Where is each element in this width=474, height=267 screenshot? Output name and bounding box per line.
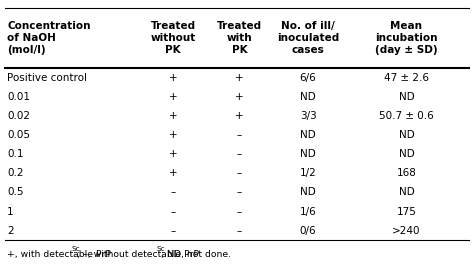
Text: ND: ND — [300, 149, 316, 159]
Text: +: + — [169, 130, 177, 140]
Text: ; –, without detectable PrP: ; –, without detectable PrP — [77, 250, 199, 260]
Text: Treated
with
PK: Treated with PK — [217, 21, 262, 56]
Text: +: + — [169, 111, 177, 121]
Text: Positive control: Positive control — [7, 73, 87, 83]
Text: 6/6: 6/6 — [300, 73, 317, 83]
Text: ND: ND — [399, 149, 414, 159]
Text: +: + — [169, 149, 177, 159]
Text: ND: ND — [300, 92, 316, 102]
Text: –: – — [170, 187, 176, 198]
Text: 0.01: 0.01 — [7, 92, 30, 102]
Text: No. of ill/
inoculated
cases: No. of ill/ inoculated cases — [277, 21, 339, 56]
Text: 1: 1 — [7, 207, 14, 217]
Text: +: + — [235, 111, 244, 121]
Text: 0.02: 0.02 — [7, 111, 30, 121]
Text: >240: >240 — [392, 226, 421, 236]
Text: –: – — [237, 149, 242, 159]
Text: 50.7 ± 0.6: 50.7 ± 0.6 — [379, 111, 434, 121]
Text: 0.05: 0.05 — [7, 130, 30, 140]
Text: 168: 168 — [397, 168, 416, 178]
Text: ND: ND — [399, 187, 414, 198]
Text: Sc: Sc — [72, 246, 81, 252]
Text: Concentration
of NaOH
(mol/l): Concentration of NaOH (mol/l) — [7, 21, 91, 56]
Text: ND: ND — [300, 130, 316, 140]
Text: +: + — [235, 92, 244, 102]
Text: 175: 175 — [397, 207, 416, 217]
Text: 1/2: 1/2 — [300, 168, 317, 178]
Text: ; ND, not done.: ; ND, not done. — [161, 250, 231, 260]
Text: +: + — [169, 168, 177, 178]
Text: 2: 2 — [7, 226, 14, 236]
Text: 1/6: 1/6 — [300, 207, 317, 217]
Text: 47 ± 2.6: 47 ± 2.6 — [384, 73, 429, 83]
Text: +: + — [235, 73, 244, 83]
Text: –: – — [237, 130, 242, 140]
Text: ND: ND — [399, 92, 414, 102]
Text: 3/3: 3/3 — [300, 111, 317, 121]
Text: +: + — [169, 73, 177, 83]
Text: 0.2: 0.2 — [7, 168, 24, 178]
Text: +: + — [169, 92, 177, 102]
Text: –: – — [170, 226, 176, 236]
Text: 0.1: 0.1 — [7, 149, 24, 159]
Text: +, with detectable PrP: +, with detectable PrP — [7, 250, 111, 260]
Text: 0.5: 0.5 — [7, 187, 24, 198]
Text: ND: ND — [399, 130, 414, 140]
Text: Mean
incubation
(day ± SD): Mean incubation (day ± SD) — [375, 21, 438, 56]
Text: –: – — [170, 207, 176, 217]
Text: –: – — [237, 187, 242, 198]
Text: 0/6: 0/6 — [300, 226, 317, 236]
Text: ND: ND — [300, 187, 316, 198]
Text: –: – — [237, 168, 242, 178]
Text: –: – — [237, 207, 242, 217]
Text: –: – — [237, 226, 242, 236]
Text: Treated
without
PK: Treated without PK — [150, 21, 196, 56]
Text: Sc: Sc — [156, 246, 165, 252]
